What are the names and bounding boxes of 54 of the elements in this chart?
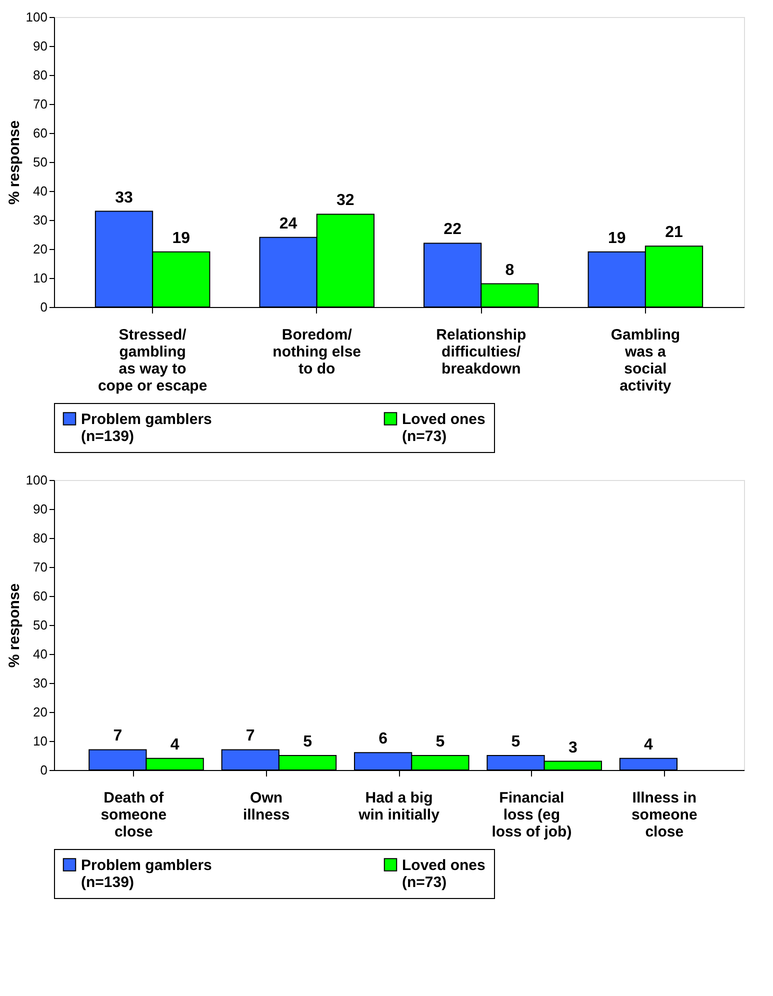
y-tick-label: 100 — [26, 472, 48, 488]
y-axis-title: % response — [6, 583, 23, 668]
x-tick-label: Had a big win initially — [358, 790, 440, 824]
data-label: 33 — [115, 189, 133, 206]
data-label: 4 — [644, 736, 653, 754]
y-tick-label: 10 — [33, 734, 48, 748]
y-tick-label: 20 — [33, 242, 48, 256]
y-tick-label: 60 — [33, 126, 48, 140]
y-tick-label: 40 — [33, 184, 48, 198]
data-label: 7 — [113, 728, 122, 745]
y-tick-label: 70 — [33, 96, 48, 112]
y-tick-label: 0 — [40, 300, 48, 314]
x-tick-label: Gambling was a social activity — [610, 326, 680, 394]
data-label: 32 — [336, 192, 354, 210]
x-tick-label: Relationship difficulties/ breakdown — [436, 326, 526, 378]
y-axis-title: % response — [6, 120, 23, 205]
data-label: 3 — [568, 739, 578, 756]
y-tick-label: 80 — [33, 530, 48, 546]
data-label: 19 — [608, 230, 626, 247]
y-tick-label: 100 — [26, 10, 48, 24]
y-tick-label: 50 — [33, 154, 48, 170]
data-label: 21 — [665, 224, 683, 242]
y-tick-label: 30 — [33, 676, 48, 690]
data-label: 4 — [170, 736, 180, 754]
y-tick-label: 30 — [33, 212, 48, 228]
y-tick-label: 50 — [33, 618, 48, 632]
y-tick-label: 60 — [33, 588, 48, 604]
y-tick-label: 90 — [33, 502, 48, 516]
y-tick-label: 80 — [33, 68, 48, 82]
y-tick-label: 70 — [33, 560, 48, 574]
x-tick-label: Stressed/ gambling as way to cope or escape — [98, 326, 208, 394]
y-tick-label: 40 — [33, 646, 48, 662]
x-tick-label: Death of someone close — [100, 790, 167, 840]
x-tick-label: Illness in someone close — [631, 790, 698, 840]
data-label: 5 — [303, 734, 312, 750]
y-tick-label: 10 — [33, 270, 48, 286]
x-tick-label: Boredom/ nothing else to do — [272, 326, 362, 378]
data-label: 19 — [172, 230, 190, 247]
data-label: 7 — [246, 728, 255, 745]
data-label: 22 — [444, 221, 462, 238]
legend-label: Problem gamblers (n=139) — [81, 410, 212, 445]
y-tick-label: 90 — [33, 38, 48, 54]
x-tick-label: Own illness — [242, 790, 290, 824]
data-label: 24 — [279, 215, 298, 232]
legend-label: Problem gamblers (n=139) — [81, 856, 212, 891]
legend-label: Loved ones (n=73) — [402, 856, 486, 891]
data-label: 5 — [511, 734, 520, 750]
x-tick-label: Financial loss (eg loss of job) — [492, 790, 572, 840]
y-tick-label: 20 — [33, 704, 48, 720]
data-label: 6 — [378, 730, 388, 748]
y-tick-label: 0 — [40, 762, 48, 778]
legend-label: Loved ones (n=73) — [402, 410, 486, 445]
data-label: 5 — [436, 734, 445, 750]
data-label: 8 — [505, 262, 514, 279]
